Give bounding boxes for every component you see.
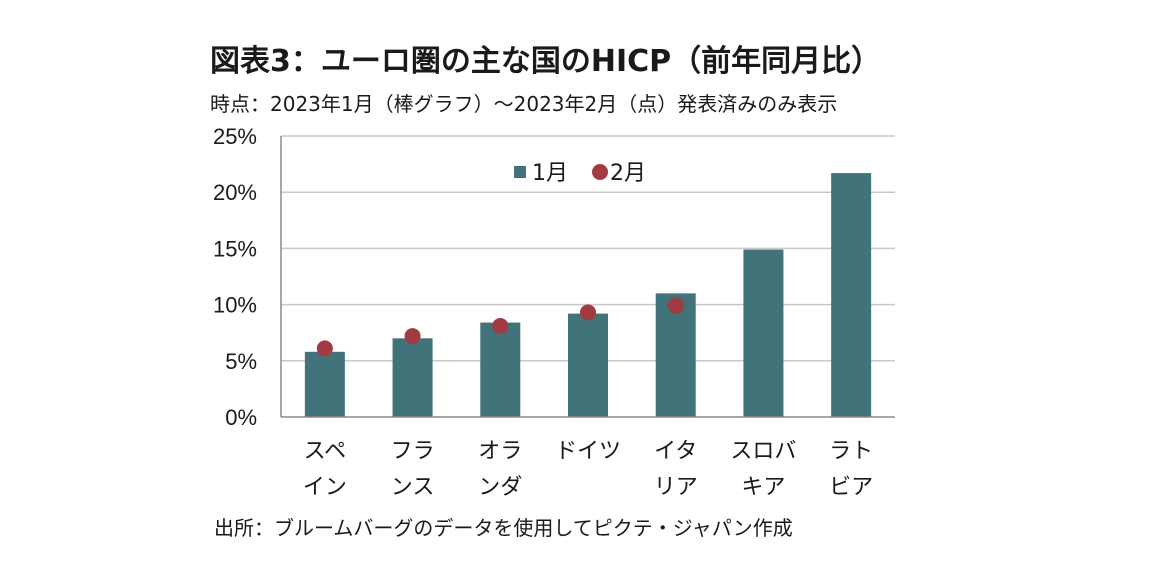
- category-label: ラト: [829, 439, 873, 464]
- category-label: イタ: [654, 439, 697, 464]
- chart-source: 出所：ブルームバーグのデータを使用してピクテ・ジャパン作成: [214, 516, 793, 540]
- bar: [655, 293, 696, 417]
- legend-label: 2月: [610, 161, 646, 186]
- bar: [743, 249, 784, 417]
- bar: [568, 313, 608, 417]
- legend-swatch-point: [592, 164, 608, 180]
- bar: [831, 173, 872, 417]
- category-label: オラ: [478, 439, 522, 464]
- bar: [304, 351, 345, 417]
- data-point: [404, 328, 421, 345]
- legend-swatch-bar: [514, 166, 526, 178]
- y-axis-ticks: 0% 5% 10% 15% 20% 25%: [213, 124, 257, 430]
- point-series: [316, 297, 684, 357]
- legend: 1月 2月: [514, 161, 646, 186]
- category-label: ンス: [391, 475, 435, 500]
- y-tick-label: 10%: [213, 293, 257, 318]
- category-label: ンダ: [478, 475, 522, 500]
- y-tick-label: 15%: [213, 236, 257, 261]
- chart-title: 図表3：ユーロ圏の主な国のHICP（前年同月比）: [210, 44, 882, 79]
- category-label: ドイツ: [555, 439, 621, 464]
- category-label: キア: [741, 475, 785, 500]
- legend-label: 1月: [532, 161, 568, 186]
- category-label: ビア: [829, 475, 873, 500]
- y-tick-label: 0%: [225, 405, 257, 430]
- category-label: リア: [654, 475, 698, 500]
- category-label: イン: [303, 475, 347, 500]
- bar: [392, 338, 433, 417]
- data-point: [316, 340, 333, 357]
- data-point: [667, 297, 684, 314]
- chart-subtitle: 時点：2023年1月（棒グラフ）～2023年2月（点）発表済みのみ表示: [210, 92, 838, 116]
- y-tick-label: 25%: [213, 124, 257, 149]
- category-label: スロバ: [730, 439, 796, 464]
- axes: [280, 136, 895, 418]
- y-tick-label: 5%: [225, 349, 257, 374]
- category-label: フラ: [391, 439, 435, 464]
- bar-series: [304, 173, 872, 417]
- bar: [480, 322, 521, 417]
- data-point: [580, 304, 596, 321]
- y-tick-label: 20%: [213, 180, 257, 205]
- category-label: スペ: [304, 439, 346, 464]
- data-point: [492, 317, 509, 334]
